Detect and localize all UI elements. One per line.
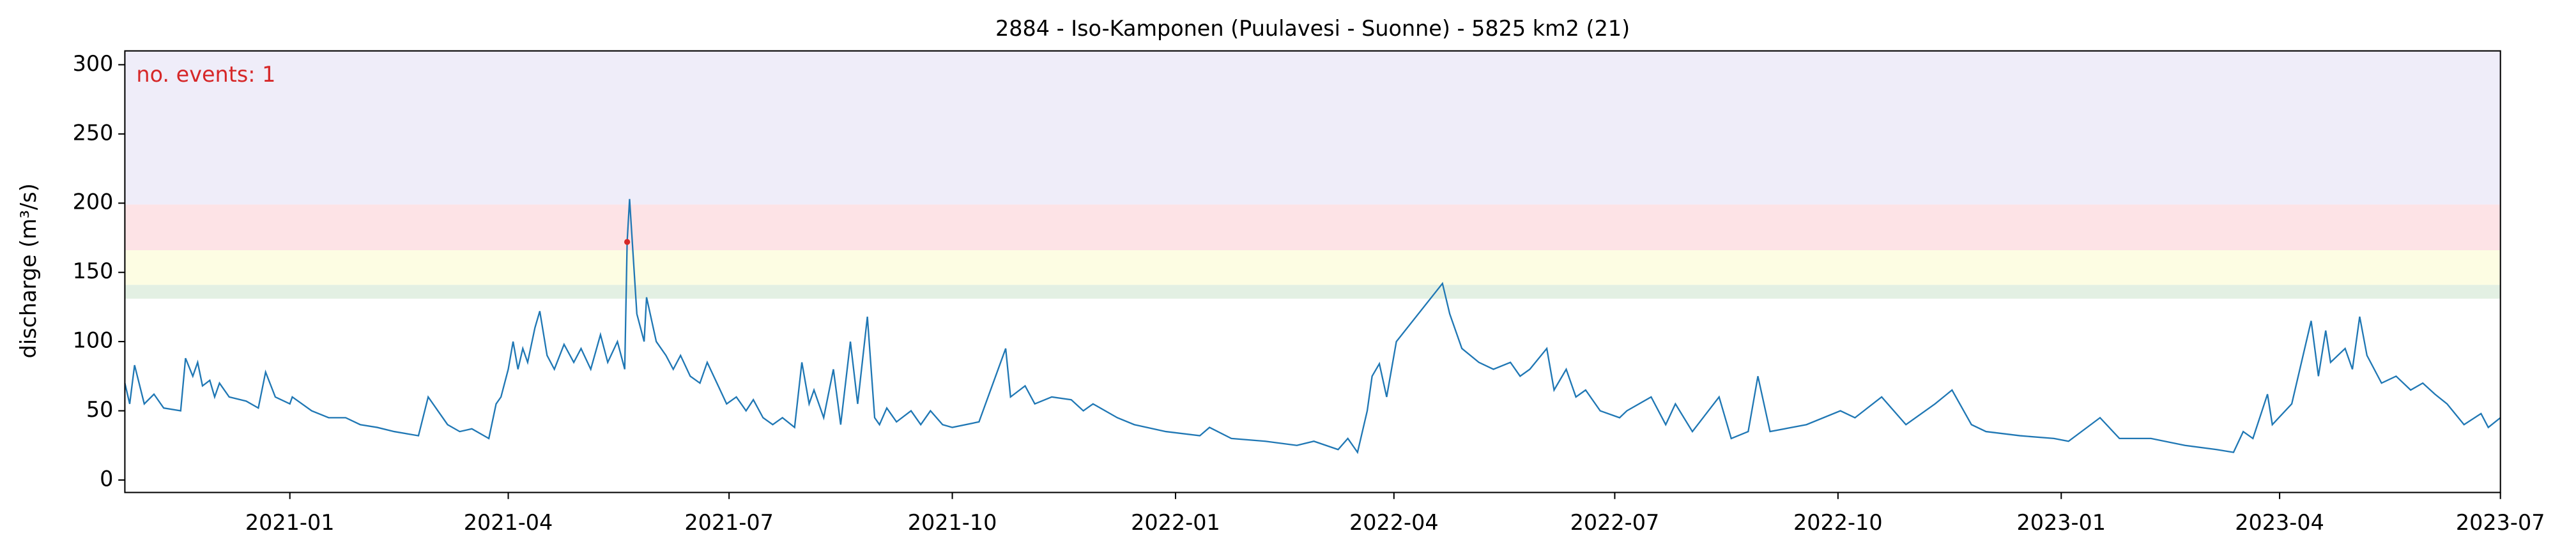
x-tick-label: 2023-01	[2016, 510, 2106, 535]
y-tick-label: 250	[73, 120, 114, 145]
x-tick-label: 2023-07	[2456, 510, 2545, 535]
x-tick-label: 2021-04	[464, 510, 553, 535]
y-axis-label: discharge (m³/s)	[16, 183, 41, 358]
x-tick-label: 2022-10	[1793, 510, 1883, 535]
event-marker	[624, 239, 631, 245]
threshold-band	[125, 204, 2501, 250]
y-tick-label: 300	[73, 51, 114, 76]
chart-title: 2884 - Iso-Kamponen (Puulavesi - Suonne)…	[995, 16, 1630, 41]
x-tick-label: 2021-07	[684, 510, 774, 535]
threshold-band	[125, 250, 2501, 285]
y-tick-label: 0	[100, 466, 113, 491]
x-tick-label: 2022-01	[1131, 510, 1220, 535]
x-tick-label: 2022-04	[1349, 510, 1439, 535]
y-tick-label: 150	[73, 259, 114, 283]
discharge-line	[124, 199, 2501, 455]
plot-frame	[124, 50, 2501, 493]
event-count: no. events: 1	[136, 62, 275, 87]
threshold-band	[125, 50, 2501, 205]
threshold-band	[125, 285, 2501, 299]
x-tick-label: 2021-01	[245, 510, 335, 535]
x-tick-label: 2021-10	[908, 510, 997, 535]
x-tick-label: 2022-07	[1570, 510, 1660, 535]
x-tick-label: 2023-04	[2235, 510, 2324, 535]
y-tick-label: 50	[86, 397, 114, 422]
y-tick-label: 100	[73, 328, 114, 353]
y-tick-label: 200	[73, 190, 114, 214]
